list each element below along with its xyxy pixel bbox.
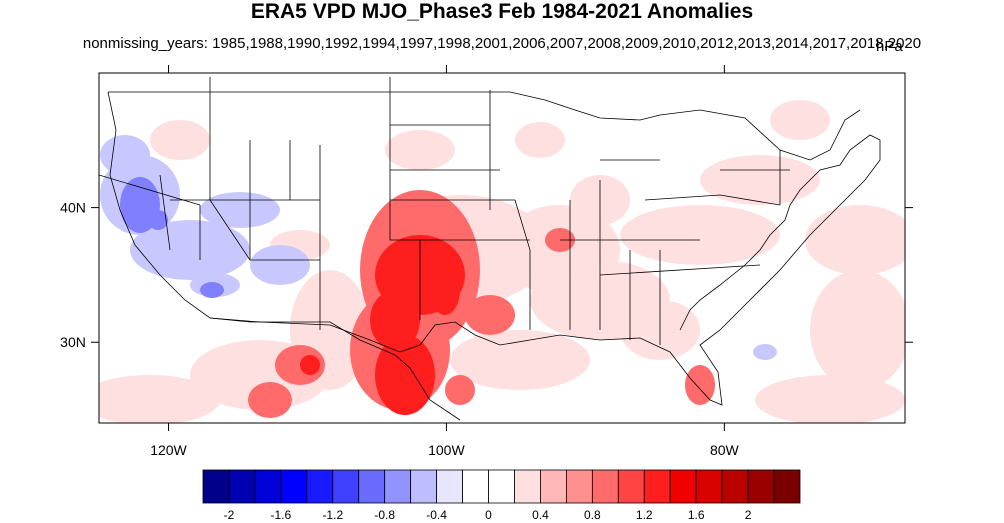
anomaly-patch bbox=[370, 290, 420, 350]
x-tick-label: 100W bbox=[428, 442, 465, 458]
colorbar-swatch bbox=[332, 469, 360, 504]
colorbar-swatch bbox=[514, 469, 541, 504]
colorbar-swatch bbox=[695, 469, 723, 504]
anomaly-patch bbox=[685, 365, 715, 405]
anomaly-patch bbox=[99, 375, 220, 423]
colorbar-swatch bbox=[306, 469, 334, 504]
colorbar-swatch bbox=[565, 469, 593, 504]
colorbar-swatch bbox=[384, 469, 412, 504]
colorbar-swatch bbox=[410, 469, 438, 504]
anomaly-patch bbox=[700, 155, 820, 205]
x-tick-label: 120W bbox=[150, 442, 187, 458]
colorbar-label: 1.2 bbox=[636, 508, 653, 522]
y-tick-label: 40N bbox=[60, 200, 86, 216]
anomaly-patch bbox=[150, 120, 210, 160]
moderate-negative-regions bbox=[120, 177, 224, 298]
colorbar-label: -2 bbox=[224, 508, 235, 522]
colorbar-label: -1.6 bbox=[271, 508, 292, 522]
units-label: hPa bbox=[876, 38, 903, 55]
anomaly-patch bbox=[148, 210, 168, 230]
mexico-border bbox=[209, 317, 461, 421]
anomaly-patch bbox=[515, 122, 565, 158]
colorbar-swatch bbox=[202, 469, 230, 504]
colorbar-label: 0.8 bbox=[584, 508, 601, 522]
anomaly-patch bbox=[620, 205, 780, 265]
anomaly-patch bbox=[200, 282, 224, 298]
anomaly-patch bbox=[445, 375, 475, 405]
anomaly-patch bbox=[770, 100, 830, 140]
colorbar-swatch bbox=[773, 469, 801, 504]
colorbar-swatch bbox=[254, 469, 282, 504]
x-tick-label: 80W bbox=[710, 442, 740, 458]
colorbar-swatch bbox=[643, 469, 671, 504]
colorbar-swatch bbox=[280, 469, 308, 504]
colorbar-label: -0.8 bbox=[374, 508, 395, 522]
anomaly-patch bbox=[430, 265, 460, 315]
anomaly-patch bbox=[200, 192, 280, 228]
colorbar-label: 0.4 bbox=[532, 508, 549, 522]
northern-border bbox=[108, 91, 861, 161]
coastlines-and-borders bbox=[99, 77, 881, 421]
colorbar-label: 0 bbox=[485, 508, 492, 522]
anomaly-field bbox=[99, 73, 905, 423]
y-tick-label: 30N bbox=[60, 334, 86, 350]
colorbar-swatch bbox=[540, 469, 567, 504]
colorbar-swatch bbox=[591, 469, 619, 504]
colorbar-swatch bbox=[228, 469, 256, 504]
anomaly-patch bbox=[753, 344, 777, 360]
anomaly-patch bbox=[810, 270, 905, 390]
anomaly-patch bbox=[248, 382, 292, 418]
colorbar-label: 2 bbox=[745, 508, 752, 522]
colorbar-swatch bbox=[669, 469, 697, 504]
colorbar-swatch bbox=[462, 469, 489, 504]
anomaly-patch bbox=[375, 335, 435, 415]
map-frame bbox=[98, 72, 906, 424]
anomaly-patch bbox=[450, 330, 590, 390]
colorbar-label: -0.4 bbox=[426, 508, 447, 522]
colorbar-swatch bbox=[747, 469, 775, 504]
colorbar-swatch bbox=[721, 469, 749, 504]
anomaly-patch bbox=[100, 135, 150, 175]
colorbar-swatch bbox=[617, 469, 645, 504]
anomaly-patch bbox=[805, 205, 905, 275]
anomaly-patch bbox=[385, 130, 455, 170]
colorbar-label: 1.6 bbox=[688, 508, 705, 522]
axis-ticks: 120W 100W 80W 40N 30N bbox=[60, 65, 913, 458]
anomaly-patch bbox=[250, 245, 310, 285]
anomaly-patch bbox=[130, 220, 250, 280]
anomaly-patch bbox=[465, 295, 515, 335]
colorbar-swatch bbox=[488, 469, 515, 504]
map-subtitle: nonmissing_years: 1985,1988,1990,1992,19… bbox=[82, 35, 922, 52]
colorbar-label: -1.2 bbox=[322, 508, 343, 522]
map-title: ERA5 VPD MJO_Phase3 Feb 1984-2021 Anomal… bbox=[250, 0, 754, 23]
colorbar-swatch bbox=[436, 469, 463, 504]
anomaly-patch bbox=[755, 375, 905, 423]
anomaly-patch bbox=[300, 355, 320, 375]
colorbar: -2 -1.6 -1.2 -0.8 -0.4 0 0.4 0.8 1.2 1.6 2 bbox=[202, 469, 801, 522]
colorbar-swatch bbox=[358, 469, 386, 504]
